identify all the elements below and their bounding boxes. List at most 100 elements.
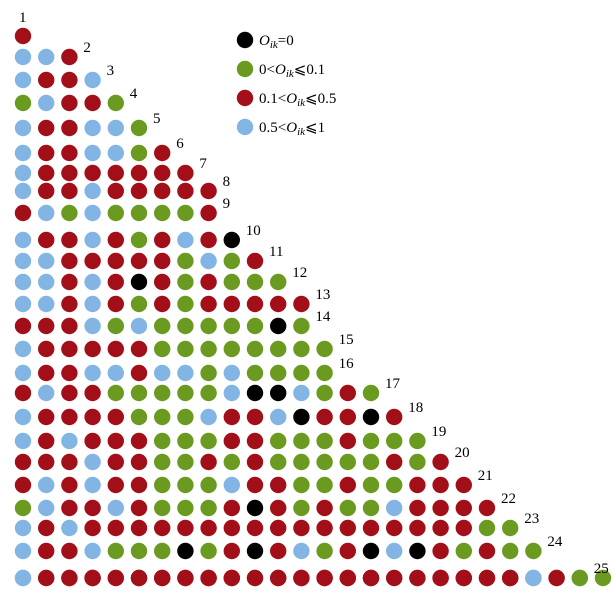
dot-r22-c15-green bbox=[339, 499, 356, 517]
dot-r17-c13-blue bbox=[293, 384, 310, 402]
dot-r5-c5-blue bbox=[107, 119, 125, 137]
dot-r16-c1-blue bbox=[14, 364, 32, 382]
dot-r11-c10-green bbox=[223, 252, 240, 270]
dot-r21-c7-green bbox=[154, 476, 171, 494]
dot-r24-c2-red bbox=[38, 542, 55, 560]
dot-r26-c26-green bbox=[594, 569, 612, 587]
dot-r22-c19-red bbox=[432, 499, 449, 517]
dot-r19-c17-green bbox=[386, 432, 403, 450]
dot-r19-c14-green bbox=[316, 432, 333, 450]
dot-r26-c19-red bbox=[432, 569, 449, 587]
dot-r12-c1-blue bbox=[14, 273, 32, 291]
dot-r4-c2-blue bbox=[38, 94, 55, 112]
dot-r23-c2-red bbox=[38, 519, 55, 537]
dot-r10-c7-red bbox=[154, 231, 171, 249]
dot-r6-c7-red bbox=[154, 144, 171, 162]
dot-r18-c8-green bbox=[177, 408, 194, 426]
dot-r9-c1-red bbox=[14, 204, 32, 222]
dot-r19-c15-red bbox=[339, 432, 356, 450]
dot-r14-c1-red bbox=[14, 317, 32, 335]
dot-r20-c4-blue bbox=[84, 453, 101, 471]
dot-r21-c15-red bbox=[339, 476, 356, 494]
dot-r22-c3-red bbox=[61, 499, 78, 517]
dot-r18-c13-black bbox=[293, 408, 310, 426]
dot-r18-c1-blue bbox=[14, 408, 32, 426]
dot-r23-c7-red bbox=[154, 519, 171, 537]
dot-r20-c5-red bbox=[107, 453, 125, 471]
dot-r15-c9-green bbox=[200, 340, 217, 358]
dot-r10-c4-blue bbox=[84, 231, 101, 249]
row-label-8: 8 bbox=[223, 174, 231, 190]
row-label-11: 11 bbox=[269, 244, 283, 260]
dot-r2-c3-red bbox=[61, 48, 78, 66]
dot-r9-c7-green bbox=[154, 204, 171, 222]
dot-r21-c4-blue bbox=[84, 476, 101, 494]
dot-r14-c3-red bbox=[61, 317, 78, 335]
dot-r19-c3-blue bbox=[61, 432, 78, 450]
dot-r20-c14-green bbox=[316, 453, 333, 471]
dot-r18-c16-black bbox=[362, 408, 380, 426]
row-label-6: 6 bbox=[176, 136, 184, 152]
dot-r13-c10-red bbox=[223, 295, 240, 313]
dot-r16-c3-red bbox=[61, 364, 78, 382]
dot-r24-c17-blue bbox=[386, 542, 403, 560]
dot-r12-c7-red bbox=[154, 273, 171, 291]
dot-r9-c6-green bbox=[130, 204, 148, 222]
dot-r9-c3-green bbox=[61, 204, 78, 222]
dot-r10-c5-red bbox=[107, 231, 125, 249]
dot-r18-c14-red bbox=[316, 408, 333, 426]
row-label-5: 5 bbox=[153, 111, 161, 127]
dot-r11-c5-red bbox=[107, 252, 125, 270]
dot-r21-c5-red bbox=[107, 476, 125, 494]
dot-r24-c18-black bbox=[409, 542, 426, 560]
dot-r23-c18-red bbox=[409, 519, 426, 537]
dot-r3-c2-red bbox=[38, 71, 55, 89]
dot-r21-c3-red bbox=[61, 476, 78, 494]
dot-r26-c9-red bbox=[200, 569, 217, 587]
dot-r9-c5-green bbox=[107, 204, 125, 222]
dot-r12-c4-blue bbox=[84, 273, 101, 291]
dot-r16-c11-green bbox=[246, 364, 264, 382]
dot-r10-c1-blue bbox=[14, 231, 32, 249]
dot-r22-c6-red bbox=[130, 499, 148, 517]
row-label-7: 7 bbox=[199, 156, 207, 172]
row-label-3: 3 bbox=[107, 63, 115, 79]
dot-r9-c4-blue bbox=[84, 204, 101, 222]
dot-r13-c1-blue bbox=[14, 295, 32, 313]
dot-r13-c2-blue bbox=[38, 295, 55, 313]
row-label-4: 4 bbox=[130, 86, 138, 102]
row-label-12: 12 bbox=[292, 265, 307, 281]
dot-r6-c3-red bbox=[61, 144, 78, 162]
row-label-2: 2 bbox=[83, 40, 91, 56]
dot-r15-c8-green bbox=[177, 340, 194, 358]
dot-r18-c4-red bbox=[84, 408, 101, 426]
dot-r11-c6-red bbox=[130, 252, 148, 270]
dot-r26-c4-red bbox=[84, 569, 101, 587]
dot-r16-c2-red bbox=[38, 364, 55, 382]
dot-r26-c14-red bbox=[316, 569, 333, 587]
dot-r16-c4-blue bbox=[84, 364, 101, 382]
dot-r7-c7-red bbox=[154, 164, 171, 182]
legend-swatch-black bbox=[236, 31, 254, 49]
dot-r17-c5-green bbox=[107, 384, 125, 402]
legend-swatch-blue bbox=[236, 118, 254, 136]
dot-r22-c4-red bbox=[84, 499, 101, 517]
dot-r24-c22-green bbox=[502, 542, 519, 560]
dot-r8-c1-blue bbox=[14, 182, 32, 200]
dot-r24-c21-red bbox=[478, 542, 496, 560]
dot-r14-c10-green bbox=[223, 317, 240, 335]
dot-r19-c9-green bbox=[200, 432, 217, 450]
dot-r26-c8-red bbox=[177, 569, 194, 587]
dot-r20-c18-green bbox=[409, 453, 426, 471]
row-label-23: 23 bbox=[524, 511, 539, 527]
dot-r4-c3-red bbox=[61, 94, 78, 112]
legend-swatch-red bbox=[236, 89, 254, 107]
legend-label-red: 0.1<Oik⩽0.5 bbox=[259, 91, 336, 109]
dot-r23-c19-red bbox=[432, 519, 449, 537]
dot-r26-c10-red bbox=[223, 569, 240, 587]
dot-r2-c2-blue bbox=[38, 48, 55, 66]
dot-r23-c15-red bbox=[339, 519, 356, 537]
dot-r22-c13-green bbox=[293, 499, 310, 517]
row-label-20: 20 bbox=[455, 445, 470, 461]
